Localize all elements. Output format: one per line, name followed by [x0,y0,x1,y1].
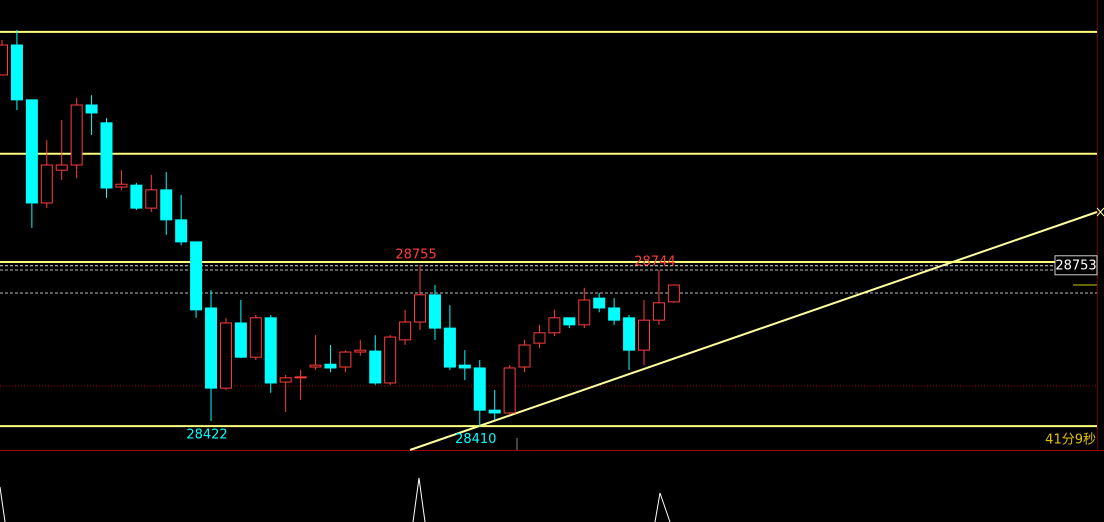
candle-body [190,241,203,311]
candle-body [533,332,546,344]
candle-body [249,317,262,358]
candle-body [652,302,665,321]
candle-body [309,364,322,368]
candle-body [443,327,456,368]
candle-body [0,44,8,76]
candle-body [205,307,218,389]
candle-body [414,294,427,323]
candle-body [85,104,98,114]
candle-body [115,183,128,188]
volume-line [412,477,426,522]
candle-body [548,317,561,334]
candle-body [55,164,68,171]
last-price-box [1054,255,1098,276]
candle-body [593,297,606,309]
extreme-label: 28422 [186,427,227,442]
extreme-label: 28410 [455,432,496,447]
candle-body [458,364,471,369]
candle-body [518,344,531,368]
candle-body [563,317,576,326]
candle-body [100,122,113,189]
candle-body [279,377,292,383]
candle-body [473,367,486,411]
candle-body [294,376,307,379]
candle-body [10,44,23,101]
candle-body [503,367,516,414]
trend-line [409,211,1098,451]
trend-marker [1096,207,1104,217]
candle-body [667,284,680,303]
volume-line [0,486,6,522]
candle-body [219,322,232,389]
candle-body [354,349,367,353]
volume-line [654,492,671,522]
candle-body [623,317,636,351]
candle-body [175,219,188,243]
candle-body [130,184,143,209]
candle-body [160,189,173,221]
candle-body [608,307,621,321]
candle-body [70,104,83,166]
extreme-label: 28744 [634,255,675,270]
candle-body [399,321,412,341]
candle-body [384,336,397,384]
candle-body [324,363,337,369]
candle-body [488,409,501,414]
candle-body [637,319,650,351]
last-price-label: 28753 [1055,258,1096,273]
candle-body [578,299,591,326]
candle-body [339,351,352,368]
candle-body [264,317,277,384]
countdown: 41分9秒 [1045,433,1096,448]
candle-body [40,164,53,204]
extreme-label: 28755 [395,247,436,262]
candle-body [145,189,158,209]
candle-body [428,294,441,329]
candle-body [25,99,38,204]
candle-body [369,350,382,384]
candle-body [234,322,247,358]
